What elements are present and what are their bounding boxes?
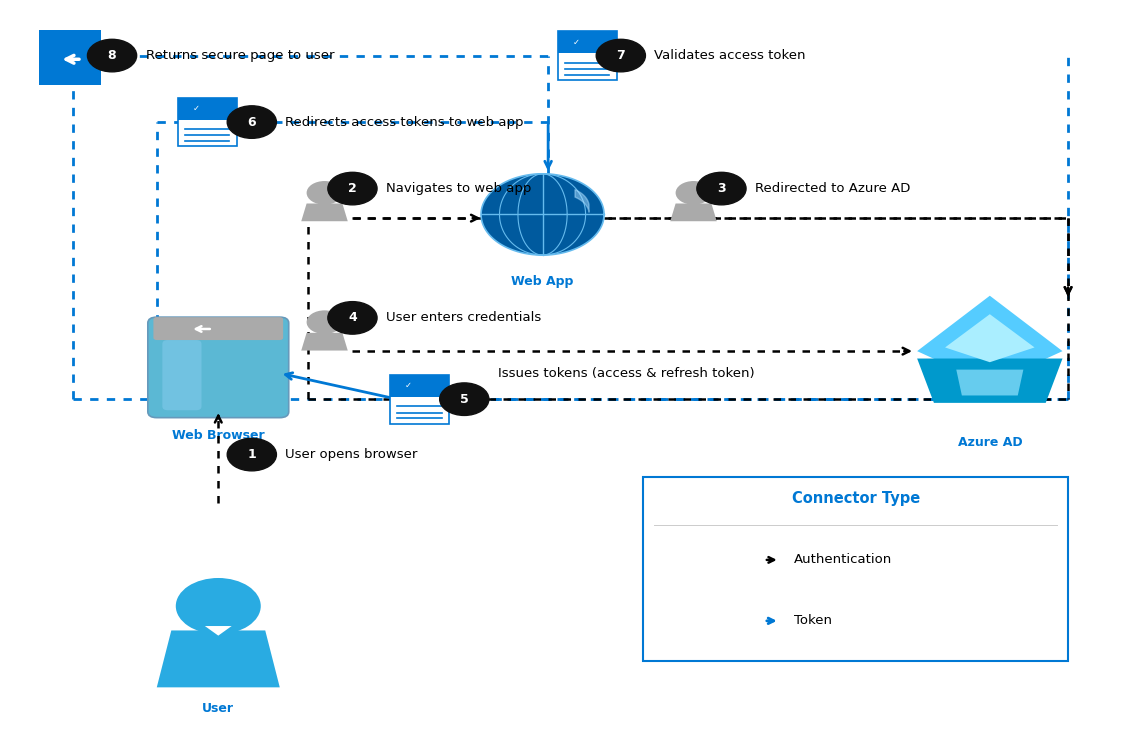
Text: 8: 8 bbox=[107, 49, 116, 62]
FancyBboxPatch shape bbox=[390, 375, 450, 424]
Text: 5: 5 bbox=[460, 393, 469, 406]
Polygon shape bbox=[301, 333, 348, 351]
Text: ✓: ✓ bbox=[193, 104, 200, 113]
Text: ✓: ✓ bbox=[573, 38, 580, 47]
FancyBboxPatch shape bbox=[178, 98, 236, 146]
Circle shape bbox=[227, 438, 276, 470]
Circle shape bbox=[327, 302, 377, 334]
FancyBboxPatch shape bbox=[39, 29, 100, 85]
Text: 2: 2 bbox=[348, 182, 357, 195]
Polygon shape bbox=[156, 630, 280, 688]
Text: Issues tokens (access & refresh token): Issues tokens (access & refresh token) bbox=[497, 366, 754, 380]
Text: 4: 4 bbox=[348, 311, 357, 324]
FancyBboxPatch shape bbox=[148, 317, 289, 418]
Text: Connector Type: Connector Type bbox=[792, 492, 920, 507]
Text: 1: 1 bbox=[248, 448, 257, 461]
Circle shape bbox=[176, 578, 261, 634]
FancyBboxPatch shape bbox=[558, 31, 617, 80]
Text: 3: 3 bbox=[718, 182, 726, 195]
Text: Redirected to Azure AD: Redirected to Azure AD bbox=[755, 182, 911, 195]
Text: Authentication: Authentication bbox=[794, 553, 892, 566]
Text: User enters credentials: User enters credentials bbox=[386, 311, 541, 324]
Bar bbox=[178, 98, 236, 120]
Circle shape bbox=[697, 173, 746, 205]
Circle shape bbox=[597, 39, 646, 72]
Text: Web Browser: Web Browser bbox=[172, 429, 265, 442]
Polygon shape bbox=[205, 626, 232, 636]
Text: 7: 7 bbox=[616, 49, 625, 62]
Circle shape bbox=[227, 106, 276, 138]
FancyBboxPatch shape bbox=[644, 477, 1068, 661]
Polygon shape bbox=[670, 204, 717, 221]
Text: User opens browser: User opens browser bbox=[285, 448, 418, 461]
Circle shape bbox=[307, 311, 342, 334]
Text: Web App: Web App bbox=[511, 275, 574, 288]
Circle shape bbox=[675, 181, 711, 204]
Polygon shape bbox=[956, 369, 1023, 395]
Text: Navigates to web app: Navigates to web app bbox=[386, 182, 532, 195]
Polygon shape bbox=[301, 204, 348, 221]
Text: Validates access token: Validates access token bbox=[654, 49, 806, 62]
Circle shape bbox=[439, 383, 488, 415]
Text: ✓: ✓ bbox=[405, 382, 412, 391]
Text: Azure AD: Azure AD bbox=[957, 436, 1022, 449]
Text: 6: 6 bbox=[248, 115, 256, 129]
Circle shape bbox=[327, 173, 377, 205]
Polygon shape bbox=[917, 296, 1062, 385]
Circle shape bbox=[88, 39, 137, 72]
Polygon shape bbox=[917, 358, 1062, 403]
Bar bbox=[558, 31, 617, 53]
FancyBboxPatch shape bbox=[162, 340, 202, 410]
Text: User: User bbox=[202, 702, 234, 715]
Polygon shape bbox=[945, 314, 1035, 362]
Text: Token: Token bbox=[794, 615, 832, 627]
Circle shape bbox=[307, 181, 342, 204]
Text: Returns secure page to user: Returns secure page to user bbox=[146, 49, 334, 62]
Text: Redirects access tokens to web app: Redirects access tokens to web app bbox=[285, 115, 524, 129]
Bar bbox=[390, 375, 450, 397]
FancyBboxPatch shape bbox=[153, 317, 283, 340]
Circle shape bbox=[482, 174, 604, 255]
